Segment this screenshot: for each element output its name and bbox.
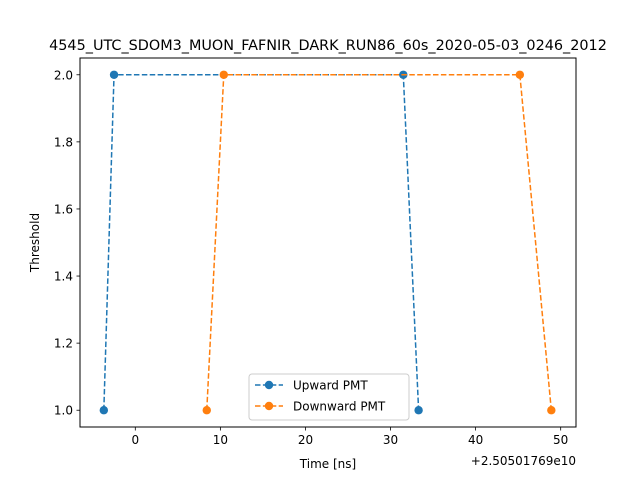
y-tick-label: 1.2 [54, 337, 73, 351]
series-2 [202, 70, 556, 415]
plot-marks [99, 70, 556, 415]
x-tick-label: 20 [298, 433, 313, 447]
data-point [414, 406, 423, 415]
y-axis-ticks: 1.0 1.2 1.4 1.6 1.8 2.0 [54, 68, 80, 418]
legend-label: Upward PMT [293, 379, 368, 393]
y-tick-label: 1.8 [54, 135, 73, 149]
y-tick-label: 1.4 [54, 270, 73, 284]
series-1 [99, 70, 423, 415]
data-point [219, 70, 228, 79]
legend: Upward PMT Downward PMT [248, 373, 410, 421]
x-tick-label: 10 [213, 433, 228, 447]
legend-entry: Downward PMT [255, 400, 386, 414]
data-point [99, 406, 109, 415]
legend-entry: Upward PMT [255, 379, 368, 393]
x-axis-ticks: 0 10 20 30 40 50 [131, 427, 568, 447]
x-tick-label: 50 [553, 433, 568, 447]
y-tick-label: 2.0 [54, 68, 73, 82]
data-point [515, 70, 525, 79]
y-tick-label: 1.6 [54, 202, 73, 216]
legend-marker [264, 401, 274, 411]
legend-box [248, 373, 410, 421]
chart-title: 4545_UTC_SDOM3_MUON_FAFNIR_DARK_RUN86_60… [49, 38, 607, 54]
x-tick-label: 40 [468, 433, 483, 447]
series-line [206, 74, 553, 411]
x-tick-label: 30 [383, 433, 398, 447]
data-point [547, 406, 556, 415]
y-tick-label: 1.0 [54, 404, 73, 418]
legend-label: Downward PMT [293, 400, 386, 414]
y-axis-label: Threshold [28, 213, 42, 273]
x-axis-offset-label: +2.50501769e10 [471, 454, 576, 468]
x-tick-label: 0 [131, 433, 139, 447]
data-point [202, 406, 211, 415]
series-line [103, 74, 420, 411]
x-axis-label: Time [ns] [299, 457, 356, 471]
data-point [109, 70, 119, 79]
legend-marker [264, 380, 274, 390]
axes-frame [79, 57, 577, 428]
